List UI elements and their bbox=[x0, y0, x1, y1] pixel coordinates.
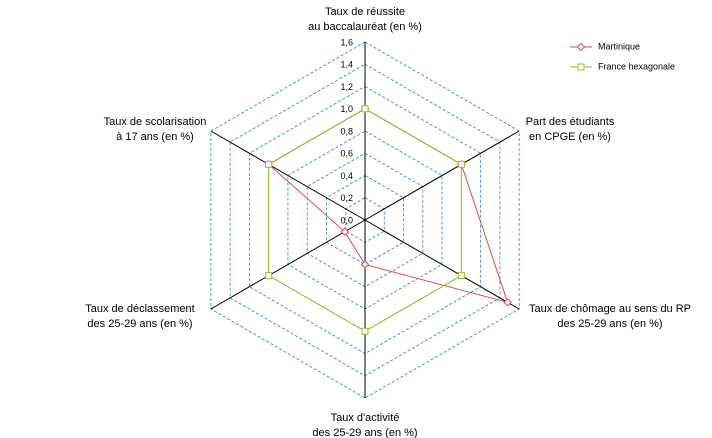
axis-label: Taux de chômage au sens du RP bbox=[529, 303, 691, 315]
tick-label: 0,0 bbox=[340, 215, 353, 225]
axis-label: des 25-29 ans (en %) bbox=[557, 318, 662, 330]
marker bbox=[265, 160, 273, 168]
axis-label: Taux de réussite bbox=[325, 6, 405, 18]
axis-label: des 25-29 ans (en %) bbox=[312, 427, 417, 438]
tick-label: 1,2 bbox=[340, 82, 353, 92]
axis-label: Taux d'activité bbox=[331, 412, 400, 424]
series-line bbox=[267, 108, 509, 304]
legend-label: France hexagonale bbox=[598, 61, 675, 71]
tick-label: 1,6 bbox=[340, 37, 353, 47]
axis-label: Taux de déclassement bbox=[85, 303, 194, 315]
legend-label: Martinique bbox=[598, 41, 640, 51]
marker bbox=[340, 227, 349, 236]
marker bbox=[576, 42, 586, 52]
axis-label: Taux de scolarisation bbox=[104, 116, 207, 128]
marker bbox=[361, 327, 369, 335]
tick-label: 0,6 bbox=[340, 149, 353, 159]
marker bbox=[457, 272, 465, 280]
axis-line bbox=[364, 219, 520, 310]
axis-label: des 25-29 ans (en %) bbox=[87, 318, 192, 330]
tick-label: 1,0 bbox=[340, 104, 353, 114]
axis-line bbox=[210, 219, 366, 310]
axis-line bbox=[210, 130, 366, 221]
tick-label: 0,4 bbox=[340, 171, 353, 181]
tick-label: 0,2 bbox=[340, 193, 353, 203]
marker bbox=[503, 298, 512, 307]
tick-label: 0,8 bbox=[340, 126, 353, 136]
axis-label: à 17 ans (en %) bbox=[116, 131, 194, 143]
marker bbox=[265, 272, 273, 280]
axis-label: en CPGE (en %) bbox=[529, 131, 611, 143]
axis-label: Part des étudiants bbox=[526, 116, 615, 128]
marker bbox=[457, 160, 465, 168]
axis-line bbox=[364, 130, 520, 221]
marker bbox=[577, 63, 585, 71]
axis-label: au baccalauréat (en %) bbox=[308, 21, 422, 33]
tick-label: 1,4 bbox=[340, 60, 353, 70]
marker bbox=[360, 260, 370, 269]
marker bbox=[361, 105, 369, 113]
